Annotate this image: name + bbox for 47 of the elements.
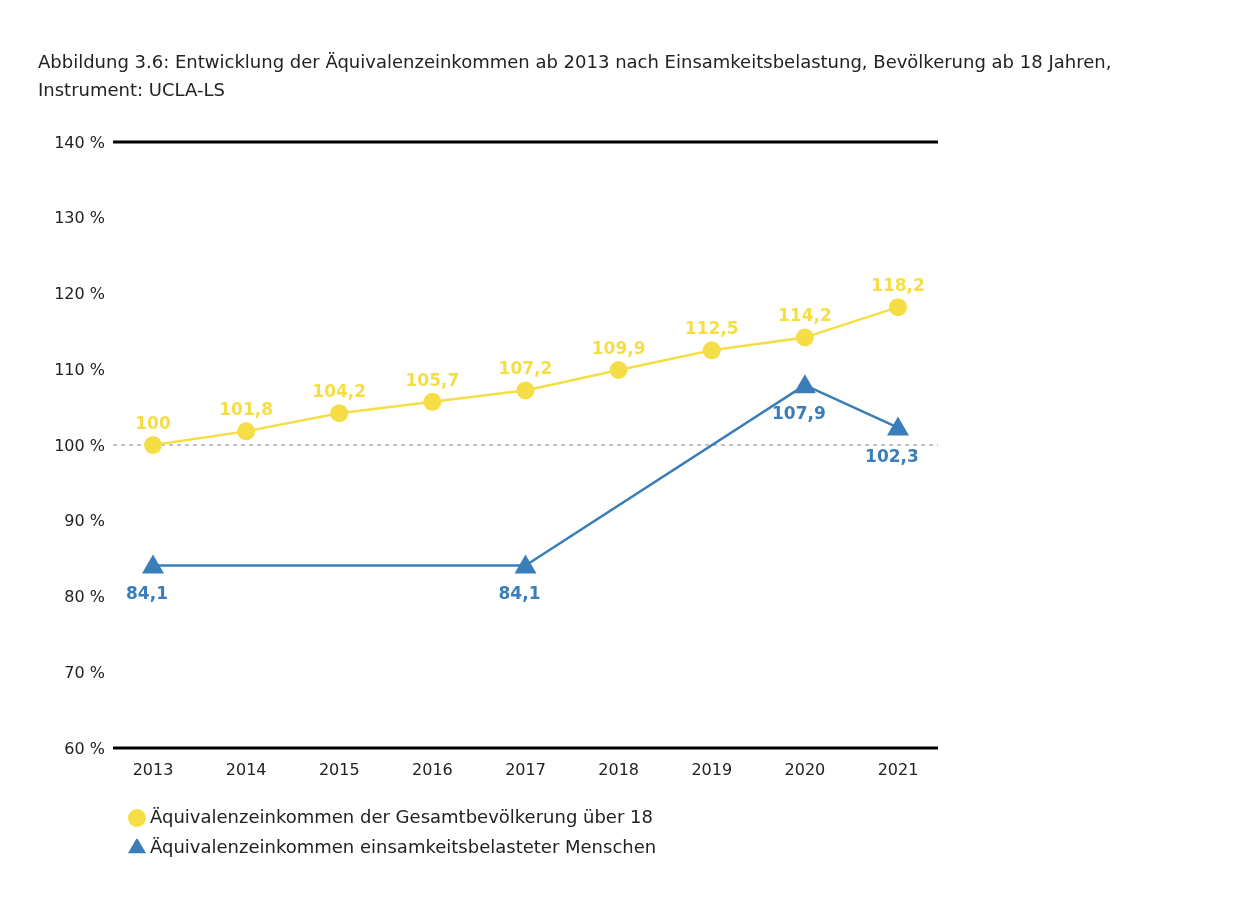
point [423,392,442,411]
x-tick-label: 2021 [877,760,919,780]
point [609,361,628,380]
y-tick-label: 80 % [64,587,105,607]
legend-label: Äquivalenzeinkommen einsamkeitsbelasteter Menschen [150,836,657,857]
point [142,554,164,574]
data-label: 105,7 [405,369,460,390]
data-label: 112,5 [684,318,739,339]
point [330,404,349,423]
y-tick-label: 100 % [54,435,105,455]
y-tick-label: 60 % [64,738,105,758]
data-label: 114,2 [777,305,832,326]
data-label: 118,2 [871,275,925,296]
x-tick-label: 2014 [225,760,267,780]
point [702,341,721,360]
point [144,436,162,454]
y-tick-label: 70 % [64,662,105,682]
data-label: 102,3 [865,445,919,466]
legend-label: Äquivalenzeinkommen der Gesamtbevölkerung über 18 [150,806,653,827]
y-tick-label: 130 % [54,208,105,228]
point [516,381,535,400]
point [793,374,816,394]
point [237,422,256,441]
data-label: 84,1 [126,583,168,604]
point [887,416,909,436]
data-label: 107,9 [771,403,826,424]
chart-title: Abbildung 3.6: Entwicklung der Äquivalenzeinkommen ab 2013 nach Einsamkeitsbelastung, Bevölkerung ab 18 Jahren, Instrument: UCLA-LS [37,50,1113,102]
y-tick-label: 120 % [54,284,105,304]
data-label: 109,9 [591,338,646,359]
point [795,328,814,347]
point [889,298,907,317]
y-tick-label: 90 % [64,511,105,531]
y-tick-label: 140 % [54,132,105,152]
x-tick-label: 2015 [318,760,360,780]
x-tick-label: 2019 [691,760,733,780]
point [514,554,537,574]
data-label: 100 [135,413,171,433]
x-tick-label: 2013 [132,760,174,780]
x-tick-label: 2016 [412,760,453,780]
data-label: 104,2 [312,381,367,402]
data-label: 107,2 [498,358,553,379]
x-tick-label: 2017 [505,760,546,780]
x-tick-label: 2018 [598,760,639,780]
x-tick-label: 2020 [784,760,826,780]
data-label: 84,1 [498,583,541,604]
data-label: 101,8 [219,399,274,420]
y-tick-label: 110 % [54,359,105,379]
